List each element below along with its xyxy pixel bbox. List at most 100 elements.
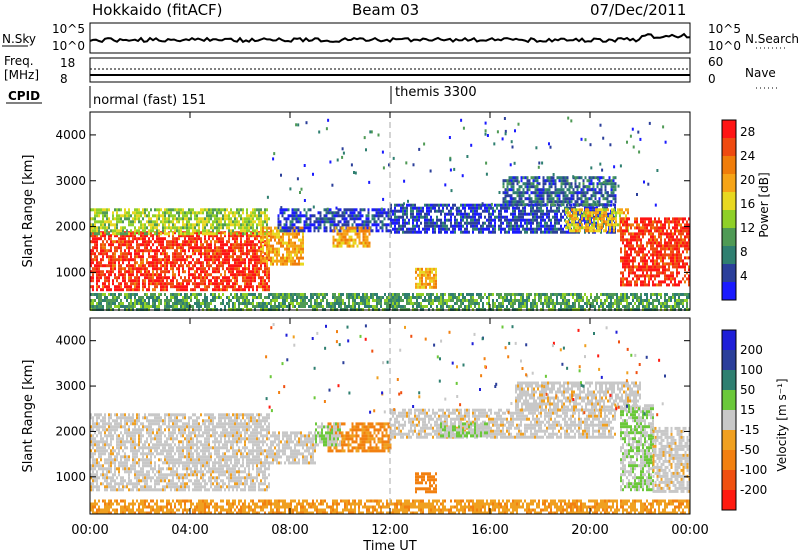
power-cell (591, 229, 593, 232)
power-cell (575, 229, 577, 232)
power-cell (212, 232, 214, 235)
power-cell (425, 280, 427, 283)
power-cell (654, 250, 656, 253)
power-cell (567, 208, 569, 211)
power-cell (549, 176, 551, 179)
power-cell (654, 268, 656, 271)
power-cell (628, 238, 630, 241)
power-cell (619, 214, 621, 217)
power-cell (98, 232, 100, 235)
power-cell (248, 237, 250, 240)
power-cell (238, 273, 240, 276)
power-cell (254, 208, 256, 211)
power-cell (368, 208, 370, 211)
power-cell (166, 255, 168, 258)
power-cell (258, 270, 260, 273)
power-cell (664, 271, 666, 274)
power-cell (268, 257, 270, 260)
power-cell (262, 245, 264, 248)
power-cell (349, 230, 351, 233)
power-cell (488, 225, 490, 228)
power-cell (252, 255, 254, 258)
power-cell (176, 267, 178, 270)
power-cell (262, 299, 264, 302)
power-cell (556, 219, 558, 222)
power-cell (668, 253, 670, 256)
power-cell (597, 191, 599, 194)
power-cell (102, 273, 104, 276)
power-cell (108, 305, 110, 308)
power-cell (398, 222, 400, 225)
power-cell (102, 288, 104, 291)
power-cell (344, 220, 346, 223)
power-cell (432, 222, 434, 225)
power-cell (353, 245, 355, 248)
power-cell (226, 276, 228, 279)
power-cell (234, 267, 236, 270)
power-cell (256, 302, 258, 305)
power-cell (182, 226, 184, 229)
power-cell (284, 229, 286, 232)
power-cell (684, 247, 686, 250)
power-cell (226, 223, 228, 226)
power-cell (294, 251, 296, 254)
power-cell (346, 208, 348, 211)
nave-tick-bottom: 0 (708, 72, 716, 86)
power-cell (599, 226, 601, 229)
power-cell (402, 207, 404, 210)
power-cell (254, 296, 256, 299)
power-cell (530, 210, 532, 213)
power-cell (266, 233, 268, 236)
power-cell (552, 225, 554, 228)
power-cell (530, 219, 532, 222)
power-cell (536, 228, 538, 231)
power-cell (431, 280, 433, 283)
power-cell (356, 214, 358, 217)
power-cell (116, 305, 118, 308)
power-cell (548, 216, 550, 219)
power-cell (648, 241, 650, 244)
power-cell (436, 210, 438, 213)
power-cell (406, 204, 408, 207)
power-cell (343, 230, 345, 233)
power-cell (270, 233, 272, 236)
power-cell (92, 246, 94, 249)
power-cell (478, 204, 480, 207)
power-cell (180, 305, 182, 308)
power-cell (656, 226, 658, 229)
power-cell (266, 229, 268, 232)
power-cell (565, 200, 567, 203)
power-cell (146, 293, 148, 296)
power-cell (182, 288, 184, 291)
power-cell (294, 214, 296, 217)
power-cell (613, 182, 615, 185)
power-cell (597, 203, 599, 206)
power-cell (244, 220, 246, 223)
power-cell (644, 217, 646, 220)
power-cell (494, 204, 496, 207)
power-cell (182, 214, 184, 217)
power-cell (120, 270, 122, 273)
power-cell (138, 214, 140, 217)
power-cell (362, 223, 364, 226)
power-cell (110, 288, 112, 291)
power-cell (160, 288, 162, 291)
power-cell (182, 302, 184, 305)
power-cell (514, 207, 516, 210)
power-cell (308, 208, 310, 211)
power-cell (166, 220, 168, 223)
power-cell (609, 179, 611, 182)
power-cell (170, 299, 172, 302)
power-cell (206, 208, 208, 211)
power-cell (246, 296, 248, 299)
power-cell (456, 222, 458, 225)
power-cell (650, 220, 652, 223)
power-cell (384, 208, 386, 211)
power-cell (686, 250, 688, 253)
power-cell (102, 299, 104, 302)
power-cell (624, 265, 626, 268)
power-cell (380, 226, 382, 229)
power-cell (392, 213, 394, 216)
power-cell (585, 217, 587, 220)
power-cell (148, 220, 150, 223)
